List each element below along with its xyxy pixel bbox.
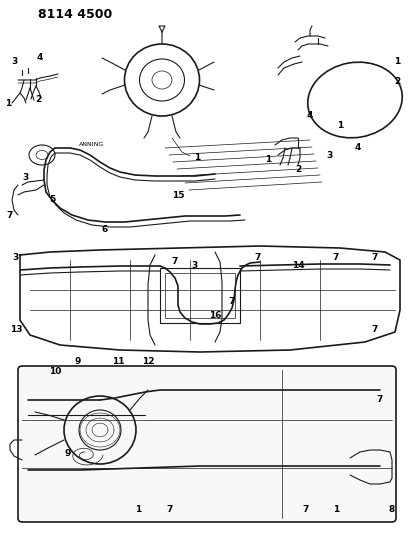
Text: 7: 7 (371, 326, 377, 335)
Text: 3: 3 (191, 261, 198, 270)
Text: 1: 1 (393, 58, 399, 67)
Text: 16: 16 (208, 311, 221, 319)
Text: 8114 4500: 8114 4500 (38, 7, 112, 20)
Text: 7: 7 (376, 395, 382, 405)
Text: 14: 14 (291, 261, 303, 270)
Text: 7: 7 (7, 211, 13, 220)
Bar (164, 273, 234, 318)
Text: 4: 4 (306, 110, 312, 119)
Text: 10: 10 (49, 367, 61, 376)
Text: 7: 7 (332, 254, 338, 262)
Text: 6: 6 (101, 225, 108, 235)
Text: 15: 15 (171, 190, 184, 199)
Text: 3: 3 (326, 150, 332, 159)
Text: 7: 7 (166, 505, 173, 514)
Text: 7: 7 (171, 257, 178, 266)
Text: 9: 9 (65, 449, 71, 458)
Text: 7: 7 (254, 254, 261, 262)
Text: 2: 2 (35, 95, 41, 104)
Text: 2: 2 (393, 77, 399, 86)
Text: 5: 5 (49, 196, 55, 205)
Text: 7: 7 (228, 297, 235, 306)
Text: 9: 9 (74, 358, 81, 367)
Text: 7: 7 (371, 254, 377, 262)
Text: 4: 4 (37, 52, 43, 61)
Text: 13: 13 (10, 326, 22, 335)
Text: 1: 1 (336, 120, 342, 130)
Text: 11: 11 (112, 358, 124, 367)
Text: 1: 1 (193, 154, 200, 163)
Text: 1: 1 (5, 99, 11, 108)
FancyBboxPatch shape (18, 366, 395, 522)
Text: 3: 3 (12, 58, 18, 67)
Text: 8: 8 (388, 505, 394, 514)
Bar (160, 268, 239, 323)
Text: 1: 1 (332, 505, 338, 514)
Text: 2: 2 (294, 166, 300, 174)
Text: 1: 1 (264, 156, 270, 165)
Text: 3: 3 (23, 174, 29, 182)
Text: 1: 1 (135, 505, 141, 514)
Text: ANNING: ANNING (79, 142, 104, 148)
Text: 12: 12 (142, 358, 154, 367)
Text: 4: 4 (354, 143, 360, 152)
Text: 7: 7 (302, 505, 308, 514)
Text: 3: 3 (13, 254, 19, 262)
